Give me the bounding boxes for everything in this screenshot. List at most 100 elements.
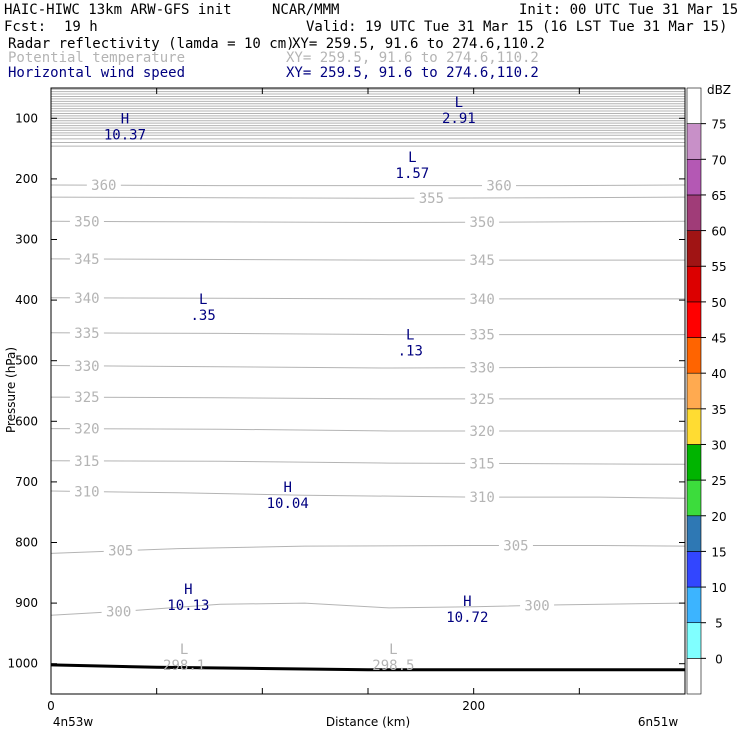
colorbar-tick-label: 40 bbox=[711, 367, 726, 381]
colorbar-tick-label: 75 bbox=[711, 118, 726, 132]
x-axis-label: Distance (km) bbox=[326, 715, 410, 729]
wind-extremum-symbol: H bbox=[121, 112, 129, 128]
theta-contour-355 bbox=[50, 196, 686, 199]
theta-contour-label: 330 bbox=[74, 359, 99, 375]
y-tick-label: 400 bbox=[15, 293, 38, 307]
field-theta-name: Potential temperature bbox=[8, 50, 186, 66]
theta-contour-label: 335 bbox=[74, 326, 99, 342]
theta-contour-label: 330 bbox=[469, 361, 494, 377]
theta-contour-360 bbox=[50, 184, 686, 187]
theta-label-mask bbox=[103, 542, 138, 559]
init-time: Init: 00 UTC Tue 31 Mar 15 bbox=[519, 2, 739, 18]
theta-contour-label: 355 bbox=[419, 191, 444, 207]
theta-contour-label: 325 bbox=[469, 392, 494, 408]
model-title: HAIC-HIWC 13km ARW-GFS init bbox=[4, 2, 232, 18]
theta-contour-label: 360 bbox=[486, 179, 511, 195]
colorbar-bin bbox=[686, 194, 702, 231]
wind-extremum-value: 1.57 bbox=[396, 166, 430, 182]
y-tick-label: 100 bbox=[15, 111, 38, 125]
theta-contour-label: 300 bbox=[524, 598, 549, 614]
theta-contour-label: 310 bbox=[469, 490, 494, 506]
theta-label-mask bbox=[86, 177, 121, 194]
x-tick-label: 200 bbox=[462, 699, 485, 713]
theta-label-mask bbox=[69, 357, 104, 374]
y-tick-label: 900 bbox=[15, 596, 38, 610]
colorbar-bin bbox=[686, 158, 702, 196]
colorbar-tick-label: 65 bbox=[711, 189, 726, 203]
x-start-label: 4n53w bbox=[53, 715, 94, 729]
colorbar-bin bbox=[686, 551, 702, 588]
plot-frame bbox=[50, 87, 686, 695]
wind-extremum-value: .13 bbox=[398, 343, 423, 359]
theta-contour-300 bbox=[50, 602, 686, 616]
wind-extremum-value: 10.04 bbox=[267, 496, 309, 512]
colorbar-bin bbox=[686, 658, 702, 695]
theta-contour-305 bbox=[50, 545, 686, 554]
theta-label-mask bbox=[465, 359, 500, 376]
colorbar: 0 5 10 15 20 25 30 35 40 45 50 55 60 65 70 75 dBZ bbox=[686, 83, 731, 695]
theta-label-mask bbox=[69, 289, 104, 306]
y-tick-label: 500 bbox=[15, 354, 38, 368]
theta-contour-345 bbox=[50, 258, 685, 261]
colorbar-bin bbox=[686, 586, 702, 624]
field-wind-xy: XY= 259.5, 91.6 to 274.6,110.2 bbox=[286, 65, 539, 81]
theta-contour-315 bbox=[50, 460, 686, 465]
theta-label-mask bbox=[520, 597, 555, 614]
theta-contour-label: 345 bbox=[469, 253, 494, 269]
y-tick-label: 1000 bbox=[7, 657, 38, 671]
theta-label-mask bbox=[465, 390, 500, 407]
colorbar-tick-label: 20 bbox=[711, 510, 726, 524]
field-wind-name: Horizontal wind speed bbox=[8, 65, 186, 81]
field-reflectivity-xy: XY= 259.5, 91.6 to 274.6,110.2 bbox=[292, 36, 545, 52]
colorbar-tick-label: 55 bbox=[711, 260, 726, 274]
theta-label-mask bbox=[69, 389, 104, 406]
y-tick-label: 800 bbox=[15, 536, 38, 550]
theta-contour-335 bbox=[50, 332, 685, 336]
theta-extremum-value: 298.1 bbox=[163, 658, 205, 674]
wind-extremum-symbol: L bbox=[406, 327, 414, 343]
theta-label-mask bbox=[69, 213, 104, 230]
colorbar-bin bbox=[686, 230, 702, 267]
theta-contours: 300 300 305 305 310 310 315 315 320 320 325 325 330 3… bbox=[50, 177, 686, 620]
theta-contour-label: 305 bbox=[108, 544, 133, 560]
wind-extremum-value: 10.13 bbox=[167, 598, 209, 614]
theta-label-mask bbox=[69, 324, 104, 341]
theta-label-mask bbox=[69, 452, 104, 469]
colorbar-tick-label: 30 bbox=[711, 438, 726, 452]
theta-extremum-symbol: L bbox=[180, 642, 188, 658]
colorbar-unit-label: dBZ bbox=[707, 83, 731, 97]
valid-time: Valid: 19 UTC Tue 31 Mar 15 (16 LST Tue … bbox=[306, 19, 728, 35]
axes: 100 200 300 400 500 600 700 800 900 1000 0 200 bbox=[7, 88, 686, 713]
theta-contour-350 bbox=[50, 220, 686, 224]
wind-extremum-symbol: H bbox=[283, 480, 291, 496]
theta-contour-label: 345 bbox=[74, 252, 99, 268]
colorbar-tick-label: 70 bbox=[711, 153, 726, 167]
y-tick-label: 700 bbox=[15, 475, 38, 489]
wind-extremum-value: 10.37 bbox=[104, 128, 146, 144]
theta-label-mask bbox=[482, 177, 517, 194]
theta-contour-340 bbox=[50, 297, 685, 300]
organization-label: NCAR/MMM bbox=[272, 2, 340, 18]
theta-contour-label: 360 bbox=[91, 178, 116, 194]
colorbar-bin bbox=[686, 337, 702, 374]
theta-label-mask bbox=[465, 252, 500, 269]
theta-contour-310 bbox=[50, 490, 686, 499]
forecast-hour: 19 h bbox=[64, 19, 98, 35]
theta-contour-label: 300 bbox=[106, 604, 131, 620]
colorbar-bin bbox=[686, 87, 702, 124]
theta-contour-label: 315 bbox=[74, 454, 99, 470]
colorbar-tick-label: 60 bbox=[711, 225, 726, 239]
theta-contour-label: 350 bbox=[74, 214, 99, 230]
theta-contour-320 bbox=[50, 428, 685, 432]
colorbar-tick-label: 5 bbox=[715, 617, 723, 631]
wind-extremum-symbol: L bbox=[455, 95, 463, 111]
theta-label-mask bbox=[465, 214, 500, 231]
theta-contour-label: 350 bbox=[469, 215, 494, 231]
forecast-label: Fcst: bbox=[4, 19, 47, 35]
colorbar-bin bbox=[686, 301, 702, 338]
theta-contour-label: 320 bbox=[74, 422, 99, 438]
theta-contour-label: 320 bbox=[469, 424, 494, 440]
theta-label-mask bbox=[101, 603, 136, 620]
colorbar-bin bbox=[686, 408, 702, 445]
